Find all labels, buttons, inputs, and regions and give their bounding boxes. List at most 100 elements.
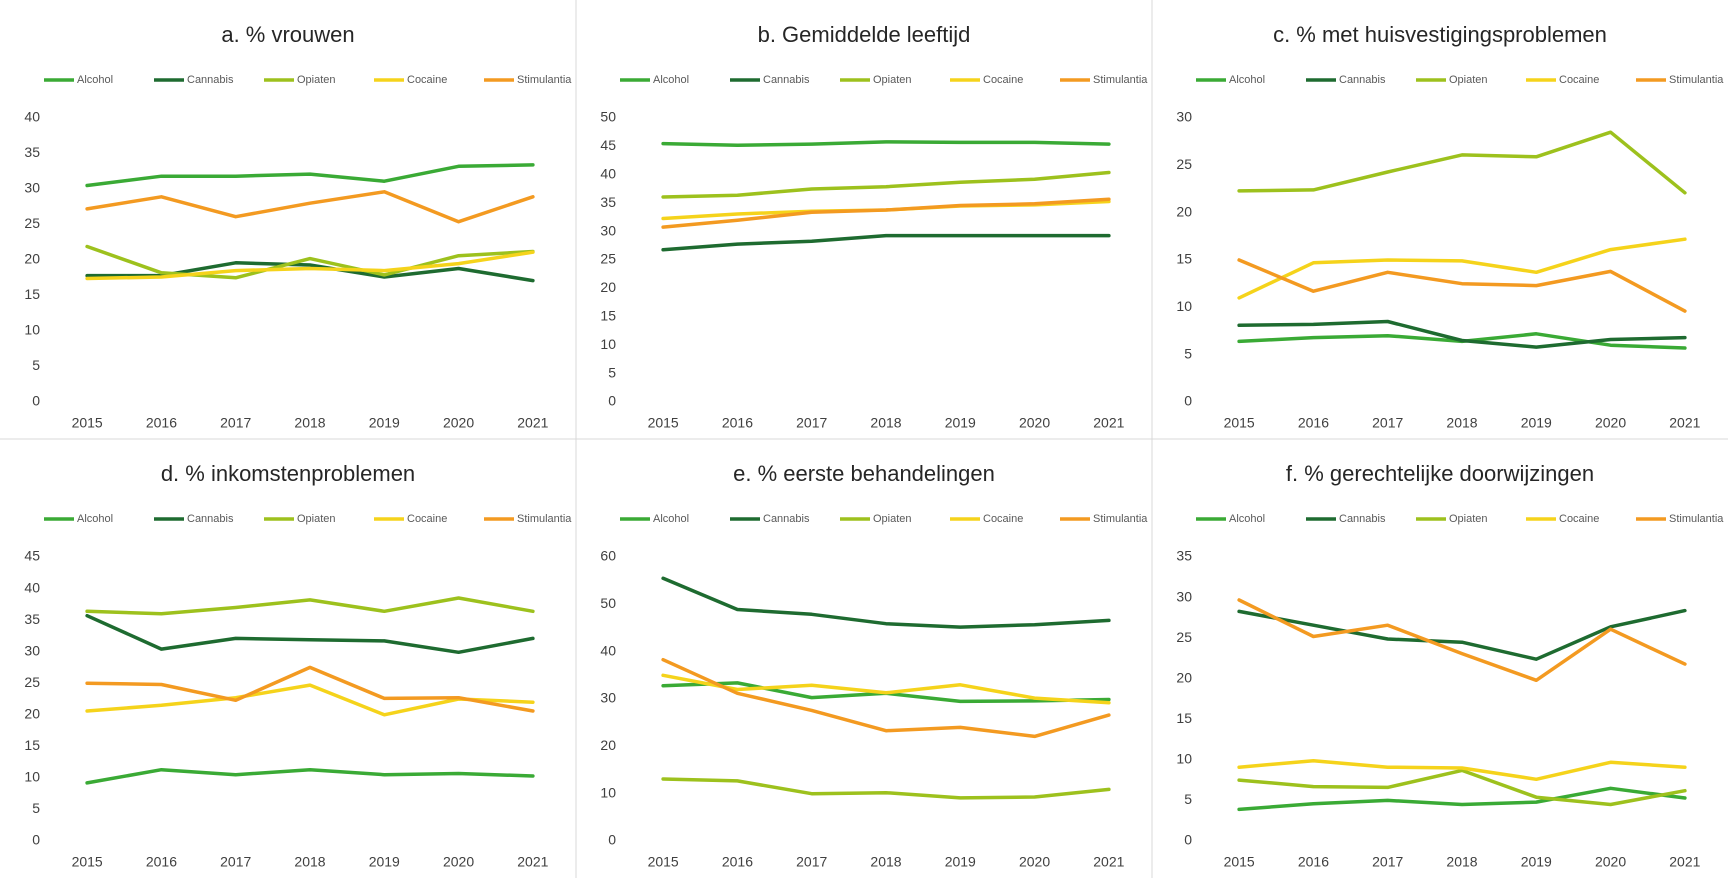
y-tick-label: 30 xyxy=(600,690,616,706)
x-tick-label: 2018 xyxy=(294,854,325,870)
y-tick-label: 5 xyxy=(32,800,40,816)
x-tick-label: 2015 xyxy=(648,415,679,431)
chart-panel: f. % gerechtelijke doorwijzingen 0 5 10 15 20… xyxy=(1176,461,1724,870)
x-tick-label: 2020 xyxy=(1595,415,1626,431)
x-tick-label: 2015 xyxy=(1224,854,1255,870)
y-tick-label: 30 xyxy=(24,180,40,196)
legend-label: Cannabis xyxy=(187,74,234,86)
y-tick-label: 60 xyxy=(600,548,616,564)
y-tick-label: 25 xyxy=(1176,156,1192,172)
x-tick-label: 2019 xyxy=(945,415,976,431)
y-tick-label: 10 xyxy=(24,769,40,785)
x-tick-label: 2018 xyxy=(870,415,901,431)
x-tick-label: 2017 xyxy=(220,854,251,870)
y-tick-label: 20 xyxy=(600,737,616,753)
y-tick-label: 35 xyxy=(24,144,40,160)
legend-label: Alcohol xyxy=(653,513,689,525)
chart-title: d. % inkomstenproblemen xyxy=(161,461,415,486)
x-tick-label: 2019 xyxy=(1521,415,1552,431)
legend-label: Stimulantia xyxy=(1093,513,1148,525)
legend-label: Opiaten xyxy=(1449,74,1488,86)
y-tick-label: 20 xyxy=(1176,669,1192,685)
x-tick-label: 2021 xyxy=(1093,854,1124,870)
y-tick-label: 45 xyxy=(24,548,40,564)
chart-title: a. % vrouwen xyxy=(221,22,354,47)
chart-title: e. % eerste behandelingen xyxy=(733,461,995,486)
series-line xyxy=(85,250,535,281)
x-tick-label: 2016 xyxy=(146,415,177,431)
series-line xyxy=(85,665,535,713)
y-tick-label: 15 xyxy=(24,737,40,753)
y-tick-label: 5 xyxy=(1184,791,1192,807)
x-tick-label: 2019 xyxy=(1521,854,1552,870)
legend-label: Opiaten xyxy=(1449,513,1488,525)
y-tick-label: 10 xyxy=(1176,751,1192,767)
y-tick-label: 45 xyxy=(600,137,616,153)
y-tick-label: 25 xyxy=(600,251,616,267)
x-tick-label: 2017 xyxy=(1372,415,1403,431)
series-line xyxy=(661,170,1111,199)
y-tick-label: 0 xyxy=(32,832,40,848)
series-line xyxy=(1237,608,1687,661)
series-line xyxy=(85,613,535,655)
chart-panel: d. % inkomstenproblemen 0 5 10 15 20 25 30 35 40 4… xyxy=(24,461,572,870)
x-tick-label: 2017 xyxy=(220,415,251,431)
x-tick-label: 2018 xyxy=(1446,415,1477,431)
y-tick-label: 10 xyxy=(600,336,616,352)
series-line xyxy=(85,767,535,785)
y-tick-label: 5 xyxy=(32,357,40,373)
legend-label: Cocaine xyxy=(1559,74,1599,86)
x-tick-label: 2020 xyxy=(443,854,474,870)
y-tick-label: 20 xyxy=(1176,203,1192,219)
legend-label: Opiaten xyxy=(297,74,336,86)
chart-panel: e. % eerste behandelingen 0 10 20 30 40 50 60 20… xyxy=(600,461,1148,870)
legend-label: Stimulantia xyxy=(517,74,572,86)
series-line xyxy=(1237,319,1687,349)
y-tick-label: 0 xyxy=(1184,393,1192,409)
y-tick-label: 10 xyxy=(1176,298,1192,314)
x-tick-label: 2020 xyxy=(1595,854,1626,870)
legend-label: Alcohol xyxy=(1229,74,1265,86)
x-tick-label: 2021 xyxy=(1669,854,1700,870)
y-tick-label: 40 xyxy=(600,642,616,658)
x-tick-label: 2021 xyxy=(517,415,548,431)
legend-label: Opiaten xyxy=(873,513,912,525)
series-line xyxy=(661,576,1111,629)
legend-label: Stimulantia xyxy=(517,513,572,525)
chart-panel: c. % met huisvestigingsproblemen 0 5 10 15 20… xyxy=(1176,22,1724,431)
series-line xyxy=(1237,768,1687,807)
y-tick-label: 25 xyxy=(1176,629,1192,645)
x-tick-label: 2016 xyxy=(1298,415,1329,431)
legend-label: Opiaten xyxy=(297,513,336,525)
x-tick-label: 2020 xyxy=(1019,854,1050,870)
y-tick-label: 0 xyxy=(608,832,616,848)
series-line xyxy=(1237,258,1687,313)
x-tick-label: 2018 xyxy=(294,415,325,431)
series-line xyxy=(85,163,535,188)
y-tick-label: 0 xyxy=(1184,832,1192,848)
legend-label: Cannabis xyxy=(1339,513,1386,525)
y-tick-label: 35 xyxy=(600,194,616,210)
x-tick-label: 2021 xyxy=(517,854,548,870)
y-tick-label: 0 xyxy=(608,393,616,409)
x-tick-label: 2021 xyxy=(1093,415,1124,431)
y-tick-label: 30 xyxy=(1176,109,1192,125)
series-line xyxy=(661,197,1111,229)
y-tick-label: 35 xyxy=(1176,548,1192,564)
y-tick-label: 40 xyxy=(24,579,40,595)
x-tick-label: 2016 xyxy=(722,854,753,870)
series-line xyxy=(1237,758,1687,782)
y-tick-label: 35 xyxy=(24,611,40,627)
x-tick-label: 2015 xyxy=(648,854,679,870)
y-tick-label: 20 xyxy=(24,251,40,267)
legend-label: Alcohol xyxy=(1229,513,1265,525)
x-tick-label: 2017 xyxy=(1372,854,1403,870)
y-tick-label: 20 xyxy=(600,279,616,295)
chart-title: c. % met huisvestigingsproblemen xyxy=(1273,22,1607,47)
x-tick-label: 2015 xyxy=(72,415,103,431)
x-tick-label: 2020 xyxy=(1019,415,1050,431)
legend-label: Alcohol xyxy=(653,74,689,86)
legend-label: Opiaten xyxy=(873,74,912,86)
series-line xyxy=(1237,237,1687,300)
